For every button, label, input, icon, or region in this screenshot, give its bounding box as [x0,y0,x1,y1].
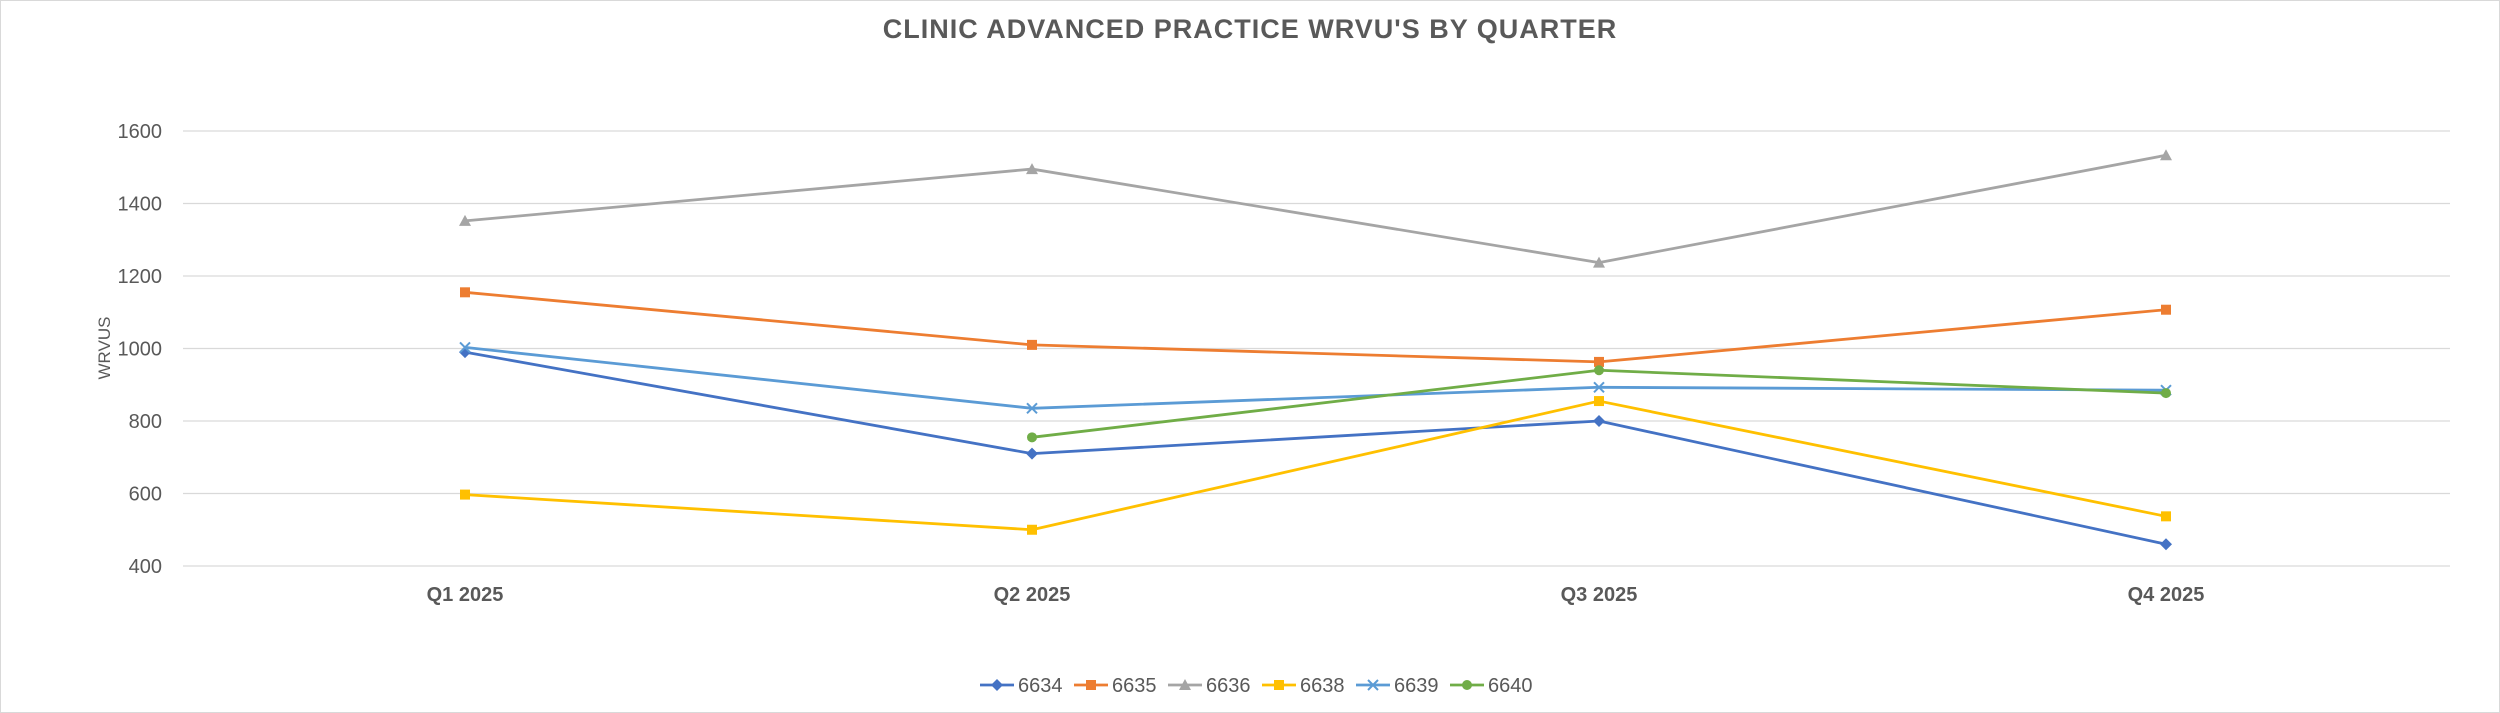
y-tick-label: 1400 [118,194,163,216]
y-axis-ticks: 400 600 800 1000 1200 1400 1600 [118,121,163,578]
data-point [1027,524,1037,535]
data-point [1594,396,1604,407]
data-point [1027,432,1037,443]
y-tick-label: 1600 [118,121,163,143]
legend-item-6638: 6638 [1262,675,1345,697]
data-point [1026,402,1038,415]
legend: 6634 6635 6636 6638 6639 6640 [980,675,1533,697]
y-tick-label: 1000 [118,339,163,361]
series-line-6634 [464,350,2167,546]
data-point [1594,365,1604,376]
legend-item-6640: 6640 [1450,675,1533,697]
data-point [1026,447,1038,460]
legend-label: 6636 [1206,675,1251,697]
x-tick-label: Q3 2025 [1561,584,1638,606]
legend-marker [1179,679,1191,690]
data-point [2160,149,2172,161]
data-point [459,214,471,226]
y-tick-label: 400 [129,556,162,578]
y-tick-label: 600 [129,484,162,506]
legend-marker [1274,680,1284,690]
x-tick-label: Q4 2025 [2128,584,2205,606]
data-point [460,287,470,298]
gridlines [183,130,2450,567]
series-line-6636 [464,153,2167,264]
legend-item-6636: 6636 [1168,675,1251,697]
series-6640 [1027,365,2171,443]
data-point [459,341,471,354]
legend-marker [991,679,1003,691]
series-6636 [459,149,2172,268]
y-tick-label: 800 [129,411,162,433]
data-point [1593,381,1605,393]
data-point [1593,415,1605,427]
legend-label: 6638 [1300,675,1345,697]
data-point [2161,388,2171,399]
data-point [1027,339,1037,350]
legend-label: 6634 [1018,675,1063,697]
x-axis-ticks: Q1 2025 Q2 2025 Q3 2025 Q4 2025 [427,584,2205,606]
x-tick-label: Q2 2025 [994,584,1071,606]
series-6634 [459,346,2172,551]
series-6638 [460,396,2171,535]
series-line-6635 [464,290,2167,364]
series-6635 [460,287,2171,367]
data-point [2160,538,2172,551]
legend-item-6634: 6634 [980,675,1063,697]
data-point [1594,356,1604,367]
y-axis-label: WRVUS [95,317,114,380]
legend-label: 6635 [1112,675,1157,697]
series-line-6638 [464,399,2167,532]
chart-title: CLINIC ADVANCED PRACTICE WRVU'S BY QUART… [882,14,1618,44]
data-point [1593,256,1605,268]
data-point [460,489,470,500]
legend-item-6639: 6639 [1356,675,1439,697]
legend-marker [1086,680,1096,690]
legend-label: 6639 [1394,675,1439,697]
series-lines [459,149,2172,551]
data-point [2161,304,2171,315]
y-tick-label: 1200 [118,266,163,288]
data-point [1026,163,1038,175]
legend-marker [1462,680,1472,690]
data-point [2161,511,2171,522]
legend-item-6635: 6635 [1074,675,1157,697]
legend-label: 6640 [1488,675,1533,697]
legend-marker [1367,679,1379,691]
x-tick-label: Q1 2025 [427,584,504,606]
series-line-6639 [464,346,2167,410]
